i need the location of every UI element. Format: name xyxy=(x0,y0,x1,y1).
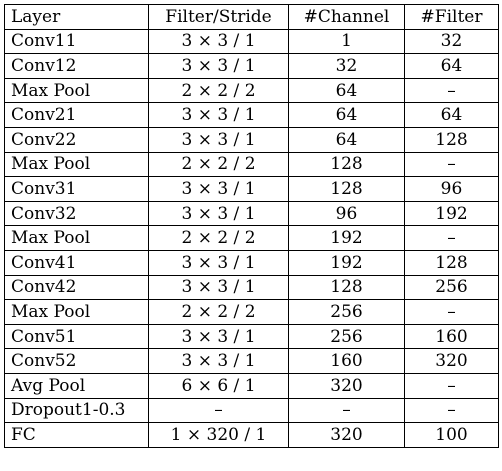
layer-cell: Max Pool xyxy=(4,151,149,178)
table-row: Conv42 3 × 3 / 1 128 256 xyxy=(4,274,499,301)
filter-cell: 32 xyxy=(404,28,499,55)
table-row: Conv31 3 × 3 / 1 128 96 xyxy=(4,176,499,202)
table-row: Max Pool 2 × 2 / 2 64– xyxy=(4,77,499,104)
filter-cell: 64 xyxy=(404,53,499,79)
header-filter-stride: Filter/Stride xyxy=(148,4,289,30)
architecture-table: Layer Filter/Stride #Channel #Filter Con… xyxy=(4,4,499,448)
table-row: Dropout1-0.3– – – xyxy=(4,397,499,424)
filter-cell: 160 xyxy=(404,323,499,350)
layer-cell: Max Pool xyxy=(4,225,149,251)
filter-stride-cell: 3 × 3 / 1 xyxy=(148,274,289,301)
channel-cell: 128 xyxy=(288,151,405,178)
filter-stride-cell: 3 × 3 / 1 xyxy=(148,348,289,374)
channel-cell: 320 xyxy=(288,372,405,399)
table-row: Conv21 3 × 3 / 1 64 64 xyxy=(4,102,499,128)
table-body: Conv11 3 × 3 / 1 1 32 Conv12 3 × 3 / 1 32 64 Max… xyxy=(4,28,499,448)
channel-cell: 256 xyxy=(288,299,405,325)
channel-cell: 320 xyxy=(288,422,405,448)
filter-stride-cell: 3 × 3 / 1 xyxy=(148,126,289,153)
filter-stride-cell: 3 × 3 / 1 xyxy=(148,102,289,128)
header-channel: #Channel xyxy=(288,4,405,30)
channel-cell: 256 xyxy=(288,323,405,350)
filter-cell: – xyxy=(404,77,499,104)
layer-cell: Conv12 xyxy=(4,53,149,79)
table-row: FC 1 × 320 / 1 320 100 xyxy=(4,422,499,448)
filter-cell: 64 xyxy=(404,102,499,128)
header-filter: #Filter xyxy=(404,4,499,30)
filter-cell: – xyxy=(404,397,499,424)
table-row: Max Pool 2 × 2 / 2 192– xyxy=(4,225,499,251)
table-header-row: Layer Filter/Stride #Channel #Filter xyxy=(4,4,499,30)
channel-cell: 32 xyxy=(288,53,405,79)
layer-cell: Conv41 xyxy=(4,249,149,276)
layer-cell: Conv42 xyxy=(4,274,149,301)
layer-cell: FC xyxy=(4,422,149,448)
layer-cell: Avg Pool xyxy=(4,372,149,399)
layer-cell: Conv32 xyxy=(4,200,149,227)
channel-cell: 160 xyxy=(288,348,405,374)
layer-cell: Max Pool xyxy=(4,299,149,325)
filter-cell: – xyxy=(404,299,499,325)
filter-stride-cell: 3 × 3 / 1 xyxy=(148,28,289,55)
layer-cell: Conv11 xyxy=(4,28,149,55)
table-row: Max Pool 2 × 2 / 2 256– xyxy=(4,299,499,325)
filter-cell: – xyxy=(404,372,499,399)
filter-cell: 192 xyxy=(404,200,499,227)
channel-cell: 128 xyxy=(288,274,405,301)
channel-cell: 64 xyxy=(288,77,405,104)
filter-cell: 256 xyxy=(404,274,499,301)
layer-cell: Conv31 xyxy=(4,176,149,202)
channel-cell: – xyxy=(288,397,405,424)
channel-cell: 1 xyxy=(288,28,405,55)
filter-stride-cell: 3 × 3 / 1 xyxy=(148,53,289,79)
layer-cell: Conv22 xyxy=(4,126,149,153)
filter-stride-cell: 3 × 3 / 1 xyxy=(148,249,289,276)
filter-stride-cell: 2 × 2 / 2 xyxy=(148,299,289,325)
filter-cell: – xyxy=(404,151,499,178)
filter-stride-cell: 1 × 320 / 1 xyxy=(148,422,289,448)
channel-cell: 128 xyxy=(288,176,405,202)
table-row: Conv12 3 × 3 / 1 32 64 xyxy=(4,53,499,79)
filter-stride-cell: 2 × 2 / 2 xyxy=(148,77,289,104)
layer-cell: Conv52 xyxy=(4,348,149,374)
filter-cell: 128 xyxy=(404,249,499,276)
table-row: Avg Pool 6 × 6 / 1 320– xyxy=(4,372,499,399)
filter-stride-cell: 3 × 3 / 1 xyxy=(148,323,289,350)
filter-stride-cell: 3 × 3 / 1 xyxy=(148,176,289,202)
channel-cell: 64 xyxy=(288,126,405,153)
layer-cell: Conv51 xyxy=(4,323,149,350)
table-row: Conv52 3 × 3 / 1 160 320 xyxy=(4,348,499,374)
filter-cell: 96 xyxy=(404,176,499,202)
table-row: Conv11 3 × 3 / 1 1 32 xyxy=(4,28,499,55)
filter-cell: 100 xyxy=(404,422,499,448)
filter-stride-cell: 3 × 3 / 1 xyxy=(148,200,289,227)
layer-cell: Max Pool xyxy=(4,77,149,104)
table-row: Max Pool 2 × 2 / 2 128– xyxy=(4,151,499,178)
channel-cell: 96 xyxy=(288,200,405,227)
table-row: Conv32 3 × 3 / 1 96 192 xyxy=(4,200,499,227)
channel-cell: 192 xyxy=(288,225,405,251)
header-layer: Layer xyxy=(4,4,149,30)
table-row: Conv41 3 × 3 / 1 192 128 xyxy=(4,249,499,276)
filter-cell: – xyxy=(404,225,499,251)
layer-cell: Conv21 xyxy=(4,102,149,128)
table-row: Conv51 3 × 3 / 1 256 160 xyxy=(4,323,499,350)
channel-cell: 64 xyxy=(288,102,405,128)
filter-cell: 320 xyxy=(404,348,499,374)
filter-stride-cell: – xyxy=(148,397,289,424)
layer-cell: Dropout1-0.3 xyxy=(4,397,149,424)
filter-stride-cell: 6 × 6 / 1 xyxy=(148,372,289,399)
table-row: Conv22 3 × 3 / 1 64 128 xyxy=(4,126,499,153)
filter-stride-cell: 2 × 2 / 2 xyxy=(148,151,289,178)
filter-cell: 128 xyxy=(404,126,499,153)
channel-cell: 192 xyxy=(288,249,405,276)
filter-stride-cell: 2 × 2 / 2 xyxy=(148,225,289,251)
